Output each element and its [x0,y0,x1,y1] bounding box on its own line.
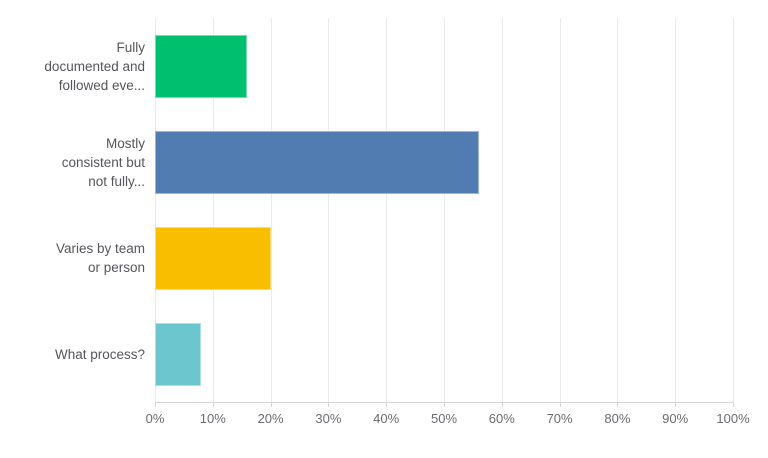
bar [155,322,202,386]
x-axis-labels: 0% 10% 20% 30% 40% 50% 60% 70% 80% 90% 100% [146,411,750,431]
gridline [386,18,388,402]
gridline [559,18,561,402]
axis-tick-mark [733,402,734,407]
axis-tick-mark [212,402,214,407]
gridline [328,18,330,402]
x-axis-tick-label: 60% [488,411,515,426]
x-axis-tick-label: 30% [315,411,342,426]
category-label: Fully documented and followed eve... [44,39,145,93]
plot-area [155,18,734,407]
category-label: What process? [54,346,145,362]
axis-tick-mark [559,402,561,407]
gridline [212,18,214,402]
gridline [501,18,503,402]
bar [155,34,248,98]
x-axis-tick-label: 70% [546,411,573,426]
x-axis-tick-label: 0% [145,411,165,426]
axis-tick-mark [444,402,445,407]
bar-row [155,210,733,306]
axis-tick-mark [155,402,156,407]
gridline [617,18,619,402]
x-axis-tick-label: 100% [716,411,750,426]
gridline [675,18,677,402]
x-axis-tick-label: 20% [257,411,284,426]
bar-row [155,114,733,210]
gridline [733,18,734,402]
category-label: Varies by team or person [55,241,145,275]
bar-row [155,18,733,114]
x-axis-tick-label: 50% [430,411,458,426]
x-axis-tick-label: 80% [604,411,631,426]
axis-tick-mark [386,402,388,407]
gridline [270,18,272,402]
axis-tick-mark [501,402,503,407]
axis-tick-mark [675,402,677,407]
bar [155,130,479,194]
axis-tick-mark [270,402,272,407]
category-label: Mostly consistent but not fully... [61,135,145,189]
axis-tick-mark [617,402,619,407]
category-labels: Fully documented and followed eve... Most… [0,18,145,402]
axis-tick-mark [328,402,330,407]
bar [155,226,271,290]
x-axis-tick-label: 10% [199,411,226,426]
x-axis-tick-label: 40% [373,411,400,426]
bar-row [155,306,733,402]
gridline [155,18,156,402]
x-axis-tick-label: 90% [662,411,689,426]
gridline [444,18,445,402]
